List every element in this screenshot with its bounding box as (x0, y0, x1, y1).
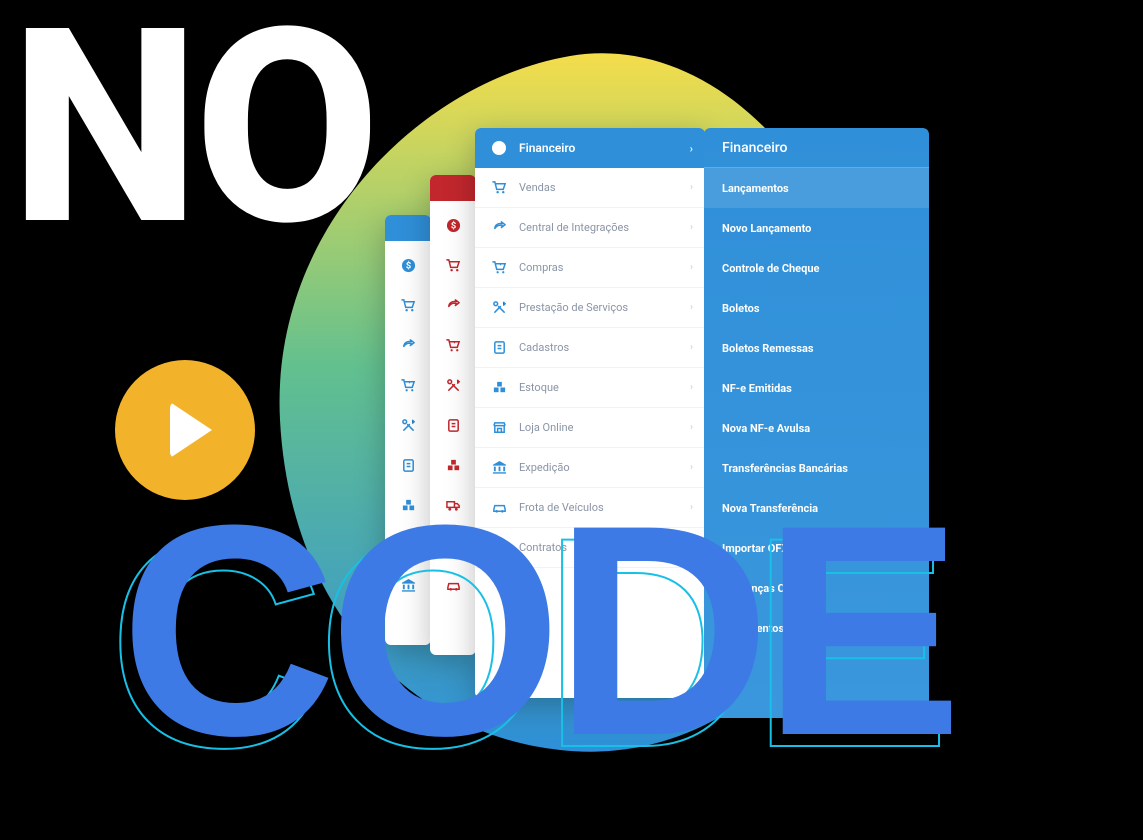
submenu-item-label: NF-e Emitidas (722, 382, 792, 395)
main-menu-header-label: Financeiro (519, 141, 575, 155)
menu-item-label: Compras (519, 261, 563, 274)
boxes-icon[interactable] (385, 485, 431, 525)
boxes-icon (489, 380, 509, 395)
note-icon (489, 340, 509, 355)
chevron-right-icon: › (690, 222, 693, 233)
menu-item-compras[interactable]: Compras › (475, 248, 705, 288)
chevron-right-icon: › (690, 302, 693, 313)
chevron-right-icon: › (690, 542, 693, 553)
chevron-right-icon: › (690, 382, 693, 393)
submenu-item-lan-amentos[interactable]: Lançamentos (704, 168, 929, 208)
note-icon[interactable] (430, 405, 476, 445)
menu-item-label: Expedição (519, 461, 570, 474)
menu-item-label: Estoque (519, 381, 559, 394)
menu-item-central-de-integra-es[interactable]: Central de Integrações › (475, 208, 705, 248)
icon-rail-red (430, 175, 476, 655)
main-menu-header[interactable]: Financeiro › (475, 128, 705, 168)
share-icon[interactable] (430, 285, 476, 325)
submenu-item-label: Boletos Remessas (722, 342, 814, 355)
storefront-icon (489, 420, 509, 435)
icon-rail-red-top (430, 175, 476, 201)
submenu-item-transfer-ncias-banc-rias[interactable]: Transferências Bancárias (704, 448, 929, 488)
menu-item-label: Contratos (519, 541, 567, 554)
cart-icon[interactable] (385, 285, 431, 325)
note-icon[interactable] (385, 445, 431, 485)
submenu-item-cobran-as-clientes[interactable]: Cobranças Clientes (704, 568, 929, 608)
submenu-item-label: Pagamentos (722, 622, 784, 635)
submenu-item-label: Cobranças Clientes (722, 582, 818, 595)
menu-item-label: Prestação de Serviços (519, 301, 628, 314)
menu-item-label: Cadastros (519, 341, 569, 354)
cart-down-icon[interactable] (385, 365, 431, 405)
submenu-item-label: Boletos (722, 302, 760, 315)
bank-icon[interactable] (430, 525, 476, 565)
tools-icon[interactable] (385, 405, 431, 445)
submenu-item-pagamentos[interactable]: Pagamentos (704, 608, 929, 648)
submenu-header: Financeiro (704, 128, 929, 168)
cart-down-icon[interactable] (430, 325, 476, 365)
main-menu: Financeiro › Vendas›Central de Integraçõ… (475, 128, 705, 698)
submenu-item-label: Controle de Cheque (722, 262, 819, 275)
menu-item-frota-de-ve-culos[interactable]: Frota de Veículos › (475, 488, 705, 528)
menu-item-expedi-o[interactable]: Expedição › (475, 448, 705, 488)
menu-item-presta-o-de-servi-os[interactable]: Prestação de Serviços › (475, 288, 705, 328)
chevron-right-icon: › (690, 142, 693, 155)
dollar-circle-icon[interactable] (430, 205, 476, 245)
submenu-item-label: Novo Lançamento (722, 222, 811, 235)
chevron-right-icon: › (690, 422, 693, 433)
contract-icon (489, 540, 509, 555)
dollar-circle-icon (489, 140, 509, 156)
submenu-item-importar-ofx[interactable]: Importar OFX (704, 528, 929, 568)
chevron-right-icon: › (690, 182, 693, 193)
submenu-item-label: Transferências Bancárias (722, 462, 848, 475)
tools-icon[interactable] (430, 365, 476, 405)
submenu-financeiro: Financeiro Lançamentos Novo Lançamento Con… (704, 128, 929, 718)
car-icon (489, 500, 509, 515)
submenu-item-nf-e-emitidas[interactable]: NF-e Emitidas (704, 368, 929, 408)
menu-item-label: Frota de Veículos (519, 501, 604, 514)
menu-item-label: Vendas (519, 181, 556, 194)
submenu-item-label: Nova Transferência (722, 502, 818, 515)
share-icon[interactable] (385, 325, 431, 365)
submenu-item-nova-nf-e-avulsa[interactable]: Nova NF-e Avulsa (704, 408, 929, 448)
bank-icon[interactable] (385, 565, 431, 605)
menu-item-label: Loja Online (519, 421, 573, 434)
boxes-icon[interactable] (430, 445, 476, 485)
share-icon (489, 220, 509, 235)
bank-icon (489, 460, 509, 475)
submenu-item-label: Importar OFX (722, 542, 788, 555)
chevron-right-icon: › (690, 502, 693, 513)
play-button[interactable] (115, 360, 255, 500)
submenu-item-controle-de-cheque[interactable]: Controle de Cheque (704, 248, 929, 288)
tools-icon (489, 300, 509, 315)
menu-item-estoque[interactable]: Estoque › (475, 368, 705, 408)
chevron-right-icon: › (690, 342, 693, 353)
play-icon (170, 402, 212, 458)
submenu-item-novo-lan-amento[interactable]: Novo Lançamento (704, 208, 929, 248)
dollar-circle-icon[interactable] (385, 245, 431, 285)
menu-item-loja-online[interactable]: Loja Online › (475, 408, 705, 448)
submenu-item-nova-transfer-ncia[interactable]: Nova Transferência (704, 488, 929, 528)
submenu-item-label: Lançamentos (722, 182, 789, 195)
menu-item-cadastros[interactable]: Cadastros › (475, 328, 705, 368)
chevron-right-icon: › (690, 262, 693, 273)
cart-down-icon (489, 260, 509, 275)
chevron-right-icon: › (690, 462, 693, 473)
cart-icon (489, 180, 509, 195)
menu-item-label: Central de Integrações (519, 221, 629, 234)
submenu-item-label: Nova NF-e Avulsa (722, 422, 810, 435)
truck-icon[interactable] (385, 525, 431, 565)
menu-item-vendas[interactable]: Vendas › (475, 168, 705, 208)
cart-icon[interactable] (430, 245, 476, 285)
submenu-item-boletos[interactable]: Boletos (704, 288, 929, 328)
icon-rail-blue (385, 215, 431, 645)
menu-item-contratos[interactable]: Contratos › (475, 528, 705, 568)
submenu-item-boletos-remessas[interactable]: Boletos Remessas (704, 328, 929, 368)
car-icon[interactable] (430, 565, 476, 605)
truck-icon[interactable] (430, 485, 476, 525)
icon-rail-blue-top (385, 215, 431, 241)
